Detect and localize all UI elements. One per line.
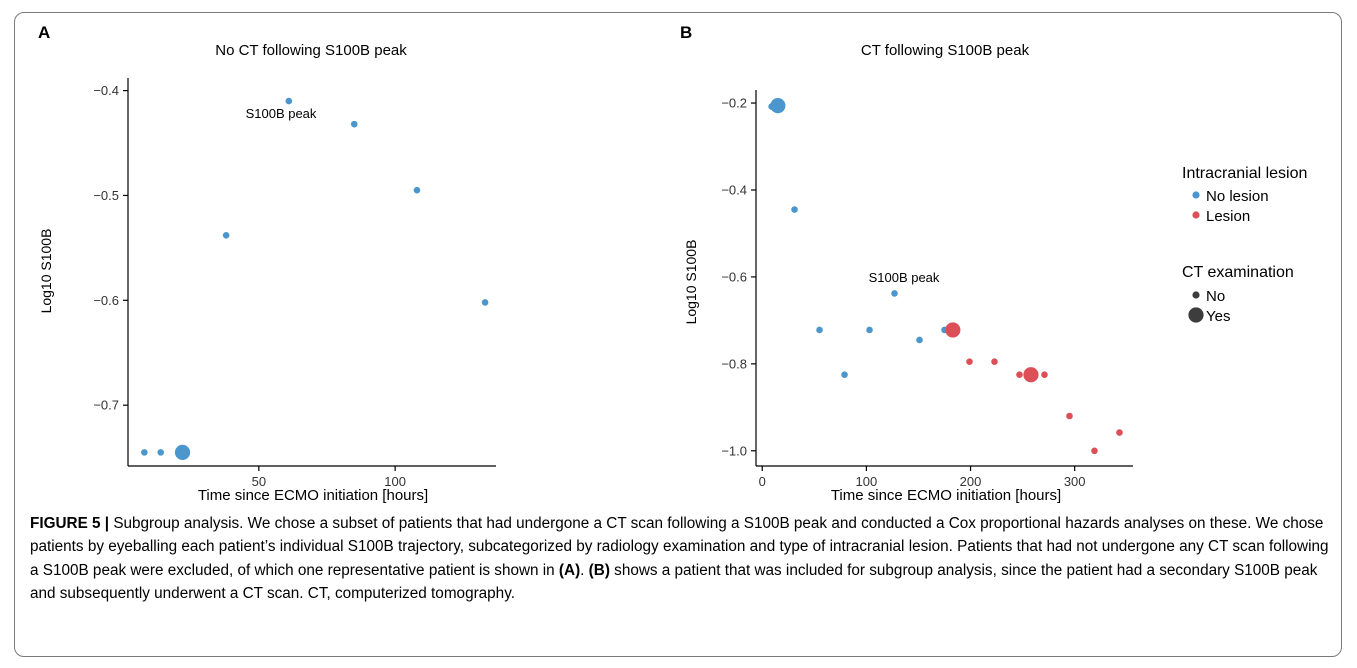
panel-a-points [141,97,489,460]
panel-b-ticks: 0 100 200 300 −0.2 −0.4 −0.6 −0.8 −1.0 [721,96,1085,489]
y-tick-label: −0.7 [93,398,119,413]
legend-lesion-marker [1192,211,1200,219]
scatter-point [966,358,973,365]
legend-size-title: CT examination [1182,264,1294,281]
scatter-point [991,358,998,365]
panel-b-letter: B [680,23,692,42]
panel-a-y-label: Log10 S100B [38,229,54,314]
panel-b: B CT following S100B peak 0 100 200 300 −0.2… [680,23,1133,504]
caption-text-2: . [580,561,589,579]
caption-text-1: Subgroup analysis. We chose a subset of … [30,515,1329,579]
scatter-point [285,97,293,105]
y-tick-label: −0.6 [93,293,119,308]
x-tick-label: 100 [856,474,878,489]
scatter-point [866,326,873,334]
figure-caption: FIGURE 5 | Subgroup analysis. We chose a… [30,512,1330,605]
caption-label: FIGURE 5 | [30,515,110,532]
scatter-point [816,326,823,334]
x-tick-label: 50 [252,474,266,489]
figure-canvas: A No CT following S100B peak 50 100 −0.4 −0… [38,23,1307,504]
y-tick-label: −0.4 [721,182,747,197]
legend-color-title: Intracranial lesion [1182,165,1307,182]
scatter-point [157,449,165,456]
scatter-point [1023,367,1039,383]
panel-a-ticks: 50 100 −0.4 −0.5 −0.6 −0.7 [93,83,406,489]
x-tick-label: 0 [759,474,766,489]
legend-ct-yes-label: Yes [1206,308,1230,325]
panel-b-title: CT following S100B peak [861,42,1030,59]
scatter-point [1116,429,1123,436]
y-tick-label: −0.6 [721,269,747,284]
panel-b-annotation: S100B peak [869,270,940,285]
scatter-point [791,206,798,213]
scatter-point [770,98,786,114]
scatter-point [481,299,489,306]
legend-ct-no-label: No [1206,288,1225,305]
panel-b-y-label: Log10 S100B [683,240,699,325]
legend: Intracranial lesion No lesion Lesion CT … [1182,165,1307,325]
x-tick-label: 200 [960,474,982,489]
scatter-point [945,322,961,338]
legend-no-lesion-marker [1192,191,1200,199]
scatter-point [916,336,923,344]
x-tick-label: 100 [384,474,406,489]
y-tick-label: −0.2 [721,96,747,111]
scatter-point [891,290,898,297]
scatter-point [1016,371,1023,379]
scatter-point [841,371,848,379]
y-tick-label: −0.8 [721,356,747,371]
caption-ref-a: (A) [558,561,581,579]
panel-a-letter: A [38,23,50,42]
panel-a-annotation: S100B peak [246,106,317,121]
scatter-point [1066,412,1073,420]
legend-ct-yes-marker [1188,307,1204,323]
legend-ct-no-marker [1192,291,1200,299]
y-tick-label: −0.5 [93,188,119,203]
scatter-point [174,444,191,460]
scatter-point [413,186,421,194]
panel-a-x-label: Time since ECMO initiation [hours] [198,487,428,504]
figure-frame [14,12,1342,657]
y-tick-label: −0.4 [93,83,119,98]
scatter-point [350,120,358,128]
caption-text-3: shows a patient that was included for su… [30,561,1318,602]
panel-a-title: No CT following S100B peak [215,42,407,59]
scatter-point [1041,371,1048,379]
x-tick-label: 300 [1064,474,1086,489]
panel-a: A No CT following S100B peak 50 100 −0.4 −0… [38,23,496,504]
scatter-point [222,231,230,239]
scatter-point [1091,447,1098,455]
scatter-point [141,449,148,456]
legend-no-lesion-label: No lesion [1206,188,1269,205]
panel-b-points [768,98,1123,455]
panel-b-x-label: Time since ECMO initiation [hours] [831,487,1061,504]
y-tick-label: −1.0 [721,443,747,458]
caption-ref-b: (B) [588,561,610,579]
legend-lesion-label: Lesion [1206,208,1250,225]
